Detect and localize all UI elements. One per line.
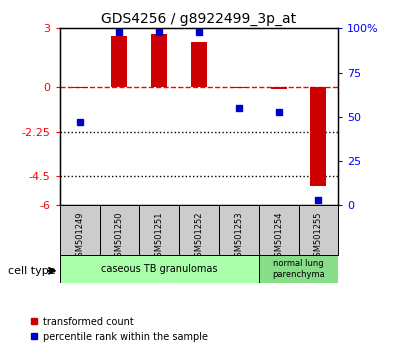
Bar <box>72 87 88 88</box>
Bar <box>310 87 326 185</box>
FancyBboxPatch shape <box>60 255 259 283</box>
Text: cell type: cell type <box>8 266 56 276</box>
Text: GSM501250: GSM501250 <box>115 211 124 262</box>
Legend: transformed count, percentile rank within the sample: transformed count, percentile rank withi… <box>25 313 212 346</box>
Bar <box>231 87 247 88</box>
FancyBboxPatch shape <box>219 205 259 255</box>
Text: GSM501255: GSM501255 <box>314 211 323 262</box>
FancyBboxPatch shape <box>259 255 338 283</box>
FancyBboxPatch shape <box>259 205 298 255</box>
Text: normal lung
parenchyma: normal lung parenchyma <box>272 259 325 279</box>
Text: GSM501253: GSM501253 <box>234 211 243 262</box>
FancyBboxPatch shape <box>179 205 219 255</box>
Title: GDS4256 / g8922499_3p_at: GDS4256 / g8922499_3p_at <box>101 12 297 26</box>
Text: GSM501254: GSM501254 <box>274 211 283 262</box>
FancyBboxPatch shape <box>60 205 100 255</box>
Bar <box>151 34 167 87</box>
Text: GSM501252: GSM501252 <box>195 211 203 262</box>
FancyBboxPatch shape <box>139 205 179 255</box>
Bar <box>191 42 207 87</box>
FancyBboxPatch shape <box>298 205 338 255</box>
Text: GSM501249: GSM501249 <box>75 211 84 262</box>
Text: GSM501251: GSM501251 <box>155 211 164 262</box>
Text: caseous TB granulomas: caseous TB granulomas <box>101 264 217 274</box>
FancyBboxPatch shape <box>100 205 139 255</box>
Bar <box>271 87 287 89</box>
Bar <box>111 36 127 87</box>
